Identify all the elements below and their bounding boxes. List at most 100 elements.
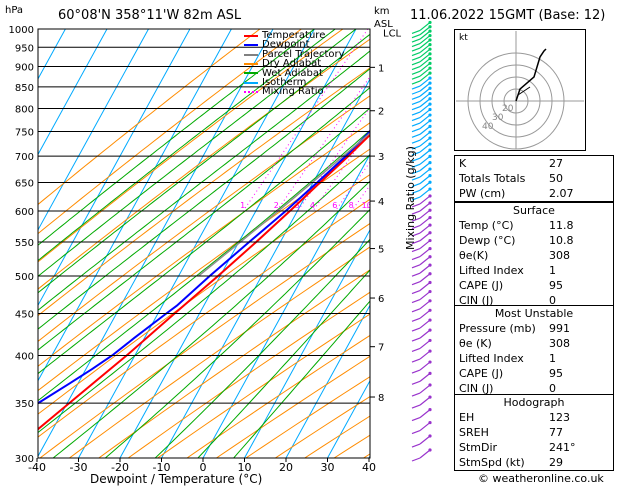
- hodograph-table: Hodograph EH 123 SREH 77 StmDir 241° StmSpd…: [454, 394, 614, 471]
- wind-barb-staff: [419, 48, 431, 58]
- legend-item: Dewpoint: [244, 40, 345, 50]
- wind-barb-staff: [419, 422, 431, 432]
- wind-barb-flag: [411, 122, 421, 127]
- index-row: PW (cm) 2.07: [455, 186, 613, 201]
- wind-barb-staff: [419, 217, 431, 227]
- wind-barb-dot: [428, 47, 432, 51]
- surface-row: θe(K) 308: [455, 248, 613, 263]
- legend-label: Temperature: [262, 30, 326, 41]
- legend-label: Isotherm: [262, 77, 307, 89]
- wind-barb-dot: [428, 20, 432, 25]
- hodo-value: 123: [549, 411, 570, 424]
- pressure-unit: hPa: [5, 5, 24, 16]
- pressure-tick-label: 950: [15, 43, 34, 54]
- height-unit: km ASL: [374, 5, 393, 31]
- index-value: 2.07: [549, 187, 574, 200]
- index-row: Totals Totals 50: [455, 171, 613, 186]
- wind-barb-staff: [419, 435, 431, 445]
- wind-barb-staff: [419, 58, 431, 68]
- legend-item: Parcel Trajectory: [244, 49, 345, 60]
- wind-barb-staff: [419, 137, 431, 147]
- wind-barb-staff: [419, 39, 431, 49]
- wind-barb-staff: [419, 409, 431, 419]
- surface-value: 11.8: [549, 219, 574, 232]
- wind-barb-staff: [419, 329, 431, 339]
- surface-key: Temp (°C): [459, 219, 514, 232]
- dry-adiabat-line: [127, 291, 370, 458]
- wind-barb-flag: [411, 317, 421, 322]
- wind-barb-flag: [411, 38, 421, 43]
- dry-adiabat-line: [69, 246, 370, 458]
- dry-adiabat-line: [157, 313, 370, 458]
- wind-barb-dot: [428, 194, 432, 198]
- wind-barb-dot: [428, 272, 432, 276]
- wind-barb-dot: [428, 383, 432, 387]
- wind-barb-staff: [419, 131, 431, 141]
- wind-barb-staff: [419, 291, 431, 301]
- wind-barb-dot: [428, 318, 432, 322]
- isotherm-line: [327, 379, 370, 458]
- pressure-tick-label: 650: [15, 178, 34, 189]
- wind-barb-staff: [419, 300, 431, 310]
- wind-barb-dot: [428, 154, 432, 158]
- wind-barb-flag: [411, 90, 421, 95]
- wind-barb-staff: [419, 372, 431, 382]
- height-tick-label: 7: [378, 343, 384, 354]
- index-row: K 27: [455, 156, 613, 171]
- hodo-row: StmSpd (kt) 29: [455, 455, 613, 470]
- x-tick-label: 30: [321, 461, 335, 474]
- hodo-key: EH: [459, 411, 475, 424]
- wind-barb-flag: [411, 163, 421, 168]
- wind-barb-flag: [411, 65, 421, 71]
- wind-barb-dot: [428, 289, 432, 294]
- wind-barb-staff: [419, 30, 431, 40]
- surface-value: 308: [549, 249, 570, 262]
- wind-barb-dot: [428, 299, 432, 303]
- surface-key: θe(K): [459, 249, 489, 262]
- surface-table: Surface Temp (°C) 11.8 Dewp (°C) 10.8 θe(K…: [454, 202, 614, 309]
- wind-barb-flag: [411, 106, 421, 111]
- wind-barb-flag: [411, 417, 421, 422]
- hodograph-ring-label: 30: [492, 113, 504, 123]
- wind-barb-flag: [411, 281, 421, 286]
- wind-barb-flag: [411, 145, 421, 150]
- wind-barb-dot: [428, 61, 432, 65]
- mixing-ratio-label: 8: [349, 201, 354, 210]
- wind-barb-staff: [419, 384, 431, 394]
- wind-barb-dot: [428, 167, 432, 171]
- legend-label: Wet Adiabat: [262, 67, 323, 79]
- wind-barb-staff: [419, 273, 431, 283]
- hodograph-trace: [515, 48, 547, 102]
- wind-barb-dot: [428, 52, 432, 56]
- pressure-tick-label: 1000: [9, 25, 34, 36]
- wind-barb-dot: [428, 29, 432, 33]
- wind-barb-flag: [411, 289, 421, 295]
- mu-value: 0: [549, 382, 556, 395]
- legend-item: Isotherm: [244, 77, 345, 89]
- wind-barb-dot: [428, 91, 432, 96]
- pressure-tick-label: 500: [15, 272, 34, 283]
- wind-barb-dot: [428, 349, 432, 353]
- mixing-ratio-label: 1: [240, 201, 245, 210]
- wind-barb-dot: [428, 86, 432, 90]
- mu-row: Lifted Index 1: [455, 351, 613, 366]
- lcl-label: LCL: [383, 29, 402, 40]
- wind-barb-dot: [428, 208, 432, 212]
- hodo-value: 29: [549, 456, 563, 469]
- pressure-tick-label: 400: [15, 351, 34, 362]
- wind-barb-staff: [419, 149, 431, 159]
- wind-barb-flag: [411, 61, 421, 66]
- wind-barb-staff: [419, 202, 431, 212]
- wind-barb-staff: [419, 181, 431, 191]
- legend-item: Temperature: [244, 30, 345, 41]
- wet-adiabat-line: [197, 269, 370, 458]
- wind-barb-dot: [428, 328, 432, 332]
- wind-barb-flag: [411, 404, 421, 409]
- wind-barb-dot: [428, 161, 432, 165]
- x-tick-label: -40: [28, 461, 46, 474]
- index-key: K: [459, 157, 467, 170]
- wet-adiabat-line: [104, 208, 370, 458]
- wind-barb-staff: [419, 248, 431, 258]
- wind-barb-dot: [428, 180, 432, 184]
- wind-barb-flag: [411, 133, 421, 138]
